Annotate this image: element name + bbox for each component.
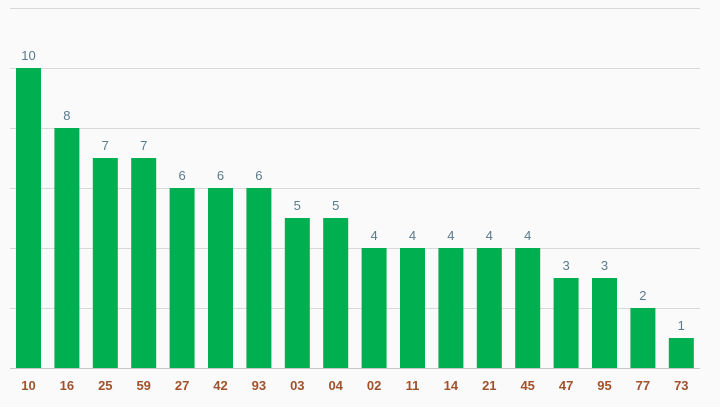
value-label-77: 2 (639, 288, 646, 303)
bar-45 (515, 248, 541, 368)
value-label-10: 10 (21, 48, 35, 63)
category-label-42: 42 (213, 378, 227, 393)
category-label-10: 10 (21, 378, 35, 393)
bar-27 (169, 188, 195, 368)
category-label-02: 02 (367, 378, 381, 393)
category-label-16: 16 (60, 378, 74, 393)
category-label-21: 21 (482, 378, 496, 393)
category-labels: 10 16 25 59 27 42 93 03 04 02 11 14 21 45 47 95 77 73 (21, 378, 688, 393)
value-label-25: 7 (102, 138, 109, 153)
bar-25 (92, 158, 118, 368)
value-label-73: 1 (678, 318, 685, 333)
value-label-27: 6 (178, 168, 185, 183)
bar-77 (630, 308, 656, 368)
category-label-27: 27 (175, 378, 189, 393)
bar-16 (54, 128, 80, 368)
bar-04 (323, 218, 349, 368)
bar-03 (284, 218, 310, 368)
value-label-21: 4 (486, 228, 493, 243)
value-label-02: 4 (370, 228, 377, 243)
category-label-59: 59 (136, 378, 150, 393)
value-label-95: 3 (601, 258, 608, 273)
category-label-25: 25 (98, 378, 112, 393)
bar-47 (553, 278, 579, 368)
category-label-04: 04 (328, 378, 343, 393)
value-label-47: 3 (562, 258, 569, 273)
value-label-11: 4 (409, 228, 416, 243)
bar-73 (668, 338, 694, 368)
bars (16, 68, 694, 368)
value-label-04: 5 (332, 198, 339, 213)
value-label-93: 6 (255, 168, 262, 183)
value-labels: 10 8 7 7 6 6 6 5 5 4 4 4 4 4 3 3 2 1 (21, 48, 685, 333)
category-label-14: 14 (444, 378, 459, 393)
value-label-59: 7 (140, 138, 147, 153)
category-label-03: 03 (290, 378, 304, 393)
category-label-93: 93 (252, 378, 266, 393)
category-label-47: 47 (559, 378, 573, 393)
bar-02 (361, 248, 387, 368)
bar-42 (208, 188, 233, 368)
category-label-45: 45 (520, 378, 534, 393)
category-label-11: 11 (406, 378, 420, 393)
bar-93 (246, 188, 272, 368)
bar-59 (131, 158, 157, 368)
gridlines (10, 8, 700, 369)
category-label-77: 77 (636, 378, 650, 393)
bar-10 (16, 68, 41, 368)
bar-11 (400, 248, 425, 368)
value-label-45: 4 (524, 228, 531, 243)
bar-21 (476, 248, 502, 368)
value-label-03: 5 (294, 198, 301, 213)
value-label-42: 6 (217, 168, 224, 183)
value-label-16: 8 (63, 108, 70, 123)
value-label-14: 4 (447, 228, 454, 243)
bar-95 (592, 278, 617, 368)
category-label-73: 73 (674, 378, 688, 393)
category-label-95: 95 (597, 378, 611, 393)
bar-14 (438, 248, 464, 368)
